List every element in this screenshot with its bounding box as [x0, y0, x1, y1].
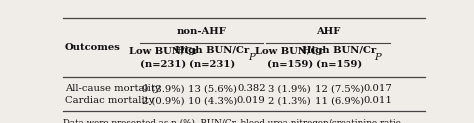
Text: 11 (6.9%): 11 (6.9%): [315, 96, 364, 105]
Text: (n=159): (n=159): [316, 60, 363, 69]
Text: 3 (1.9%): 3 (1.9%): [268, 84, 311, 93]
Text: Cardiac mortality: Cardiac mortality: [65, 96, 154, 105]
Text: non-AHF: non-AHF: [177, 27, 227, 36]
Text: 2 (1.3%): 2 (1.3%): [268, 96, 311, 105]
Text: (n=159): (n=159): [267, 60, 313, 69]
Text: 0.019: 0.019: [237, 96, 265, 105]
Text: P: P: [248, 53, 255, 62]
Text: 0.011: 0.011: [364, 96, 392, 105]
Text: 10 (4.3%): 10 (4.3%): [188, 96, 237, 105]
Text: 2 (0.9%): 2 (0.9%): [142, 96, 184, 105]
Text: AHF: AHF: [316, 27, 340, 36]
Text: 0.017: 0.017: [364, 84, 392, 93]
Text: 9 (3.9%): 9 (3.9%): [142, 84, 184, 93]
Text: All-cause mortality: All-cause mortality: [65, 84, 160, 93]
Text: 13 (5.6%): 13 (5.6%): [188, 84, 237, 93]
Text: P: P: [374, 53, 381, 62]
Text: Data were presented as n (%). BUN/Cr, blood urea nitrogen/creatinine ratio.: Data were presented as n (%). BUN/Cr, bl…: [63, 119, 403, 123]
Text: High BUN/Cr: High BUN/Cr: [302, 46, 376, 55]
Text: Low BUN/Cr: Low BUN/Cr: [255, 46, 324, 55]
Text: (n=231): (n=231): [140, 60, 186, 69]
Text: Low BUN/Cr: Low BUN/Cr: [128, 46, 198, 55]
Text: (n=231): (n=231): [190, 60, 236, 69]
Text: High BUN/Cr: High BUN/Cr: [175, 46, 250, 55]
Text: Outcomes: Outcomes: [65, 43, 121, 52]
Text: 12 (7.5%): 12 (7.5%): [315, 84, 364, 93]
Text: 0.382: 0.382: [237, 84, 265, 93]
